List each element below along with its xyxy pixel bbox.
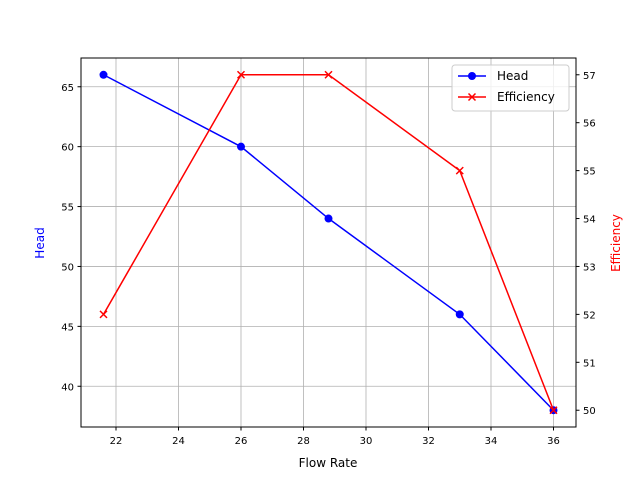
legend-head-marker bbox=[468, 72, 476, 80]
y-left-tick-label: 60 bbox=[61, 143, 74, 154]
y-right-tick-label: 52 bbox=[583, 310, 596, 321]
plot-frame bbox=[80, 57, 577, 428]
x-tick-label: 22 bbox=[110, 436, 123, 447]
legend-efficiency-label: Efficiency bbox=[497, 90, 555, 104]
head-point bbox=[237, 142, 245, 151]
grid bbox=[81, 58, 576, 427]
x-tick-label: 28 bbox=[297, 436, 310, 447]
y-right-tick-label: 57 bbox=[583, 71, 596, 82]
head-point bbox=[99, 70, 108, 79]
head-point bbox=[324, 214, 333, 223]
efficiency-point bbox=[99, 310, 108, 319]
x-tick-label: 34 bbox=[485, 436, 498, 447]
head-line bbox=[103, 74, 555, 411]
legend: Head Efficiency bbox=[451, 64, 570, 112]
y-left-tick-label: 50 bbox=[61, 262, 74, 273]
y-axis-right-label: Efficiency bbox=[609, 214, 623, 272]
x-tick-label: 26 bbox=[235, 436, 248, 447]
y-left-tick-label: 45 bbox=[61, 322, 74, 333]
efficiency-point bbox=[455, 166, 464, 175]
head-point bbox=[455, 310, 464, 319]
legend-head-label: Head bbox=[497, 69, 528, 83]
efficiency-line bbox=[102, 74, 555, 411]
x-tick-label: 30 bbox=[360, 436, 373, 447]
y-left-tick-label: 55 bbox=[61, 203, 74, 214]
x-tick-label: 36 bbox=[547, 436, 560, 447]
y-right-tick-label: 54 bbox=[583, 215, 596, 226]
y-right-tick-label: 53 bbox=[583, 262, 596, 273]
x-tick-label: 32 bbox=[422, 436, 435, 447]
x-tick-label: 24 bbox=[172, 436, 185, 447]
y-right-tick-label: 56 bbox=[583, 119, 596, 130]
y-axis-left-label: Head bbox=[33, 227, 47, 258]
legend-efficiency-marker bbox=[467, 92, 477, 102]
efficiency-point bbox=[236, 70, 246, 79]
y-left-tick-label: 40 bbox=[61, 382, 74, 393]
series-lines bbox=[99, 70, 558, 415]
y-right-tick-label: 50 bbox=[583, 406, 596, 417]
efficiency-point bbox=[324, 70, 333, 79]
y-left-tick-label: 65 bbox=[61, 83, 74, 94]
y-right-tick-label: 55 bbox=[583, 167, 596, 178]
x-axis-label: Flow Rate bbox=[299, 456, 358, 470]
y-right-tick-label: 51 bbox=[583, 358, 596, 369]
ticks: 22 24 26 28 30 32 34 36 40 45 50 55 60 65 50 51 52 53 54 55… bbox=[61, 71, 595, 447]
efficiency-point bbox=[549, 406, 558, 415]
